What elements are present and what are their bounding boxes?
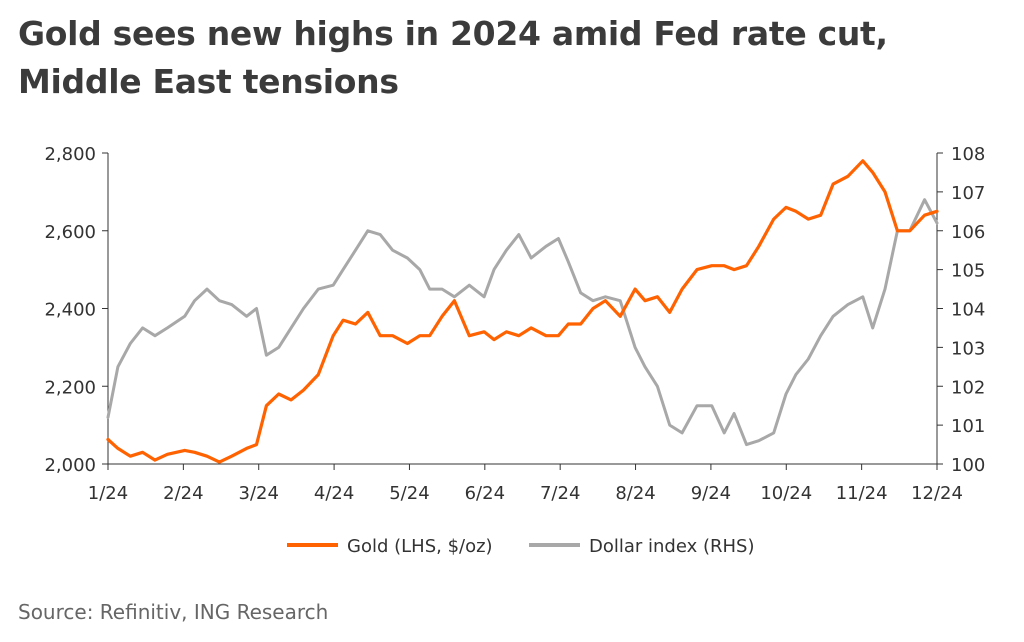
- series-layer: [106, 159, 939, 464]
- right-y-tick-label: 108: [951, 144, 985, 165]
- right-y-tick-label: 105: [951, 261, 985, 282]
- x-tick-label: 2/24: [163, 483, 203, 504]
- plot-area: 1/24 2/24 3/24 4/24 5/24 6/24 7/24 8/24 9/24 10/2…: [44, 144, 985, 504]
- left-y-tick-label: 2,400: [44, 300, 96, 321]
- right-y-tick-label: 106: [951, 222, 985, 243]
- x-tick-label: 12/24: [911, 483, 963, 504]
- left-y-axis-ticks: 2,000 2,200 2,400 2,600 2,800: [44, 144, 108, 476]
- legend-item-gold: Gold (LHS, $/oz): [287, 536, 493, 557]
- left-y-tick-label: 2,200: [44, 377, 96, 398]
- x-tick-label: 1/24: [88, 483, 128, 504]
- right-y-tick-label: 102: [951, 377, 985, 398]
- right-y-tick-label: 100: [951, 455, 985, 476]
- legend-label-dollar: Dollar index (RHS): [589, 536, 755, 557]
- legend: Gold (LHS, $/oz) Dollar index (RHS): [287, 536, 755, 557]
- x-tick-label: 6/24: [465, 483, 505, 504]
- right-y-tick-label: 101: [951, 416, 985, 437]
- left-y-tick-label: 2,000: [44, 455, 96, 476]
- right-y-tick-label: 107: [951, 183, 985, 204]
- legend-item-dollar: Dollar index (RHS): [529, 536, 755, 557]
- right-y-tick-label: 104: [951, 300, 985, 321]
- x-tick-label: 5/24: [389, 483, 429, 504]
- gold-series-line: [106, 159, 939, 464]
- right-y-tick-label: 103: [951, 338, 985, 359]
- left-y-tick-label: 2,800: [44, 144, 96, 165]
- x-axis-ticks: 1/24 2/24 3/24 4/24 5/24 6/24 7/24 8/24 9/24 10/2…: [88, 464, 963, 504]
- chart-svg: 1/24 2/24 3/24 4/24 5/24 6/24 7/24 8/24 9/24 10/2…: [44, 144, 985, 557]
- x-tick-label: 11/24: [836, 483, 888, 504]
- right-y-axis-ticks: 100 101 102 103 104 105 106 107 108: [937, 144, 985, 476]
- x-tick-label: 10/24: [760, 483, 812, 504]
- x-tick-label: 9/24: [691, 483, 731, 504]
- dollar-index-series-line: [106, 198, 939, 447]
- x-tick-label: 3/24: [239, 483, 279, 504]
- source-note: Source: Refinitiv, ING Research: [18, 600, 329, 624]
- legend-label-gold: Gold (LHS, $/oz): [347, 536, 493, 557]
- chart-title: Gold sees new highs in 2024 amid Fed rat…: [18, 14, 888, 101]
- x-tick-label: 4/24: [314, 483, 354, 504]
- left-y-tick-label: 2,600: [44, 222, 96, 243]
- x-tick-label: 7/24: [540, 483, 580, 504]
- x-tick-label: 8/24: [615, 483, 655, 504]
